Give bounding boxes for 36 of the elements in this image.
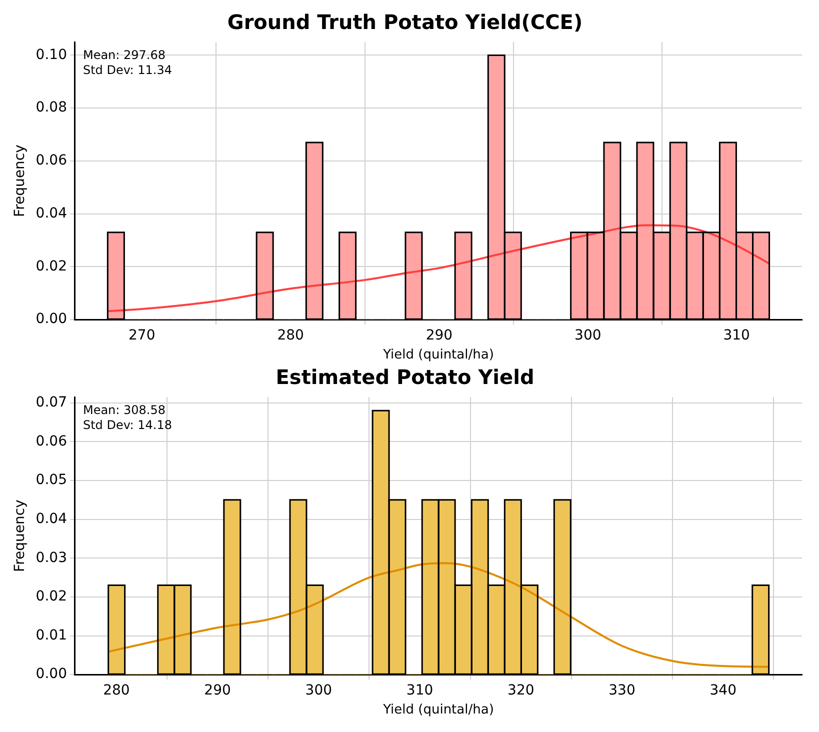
x-tick-label: 340 bbox=[710, 682, 736, 699]
y-axis-title: Frequency bbox=[12, 144, 28, 217]
y-tick-label: 0.01 bbox=[36, 627, 67, 644]
annotation: Mean: 308.58 bbox=[82, 403, 166, 418]
chart-title: Ground Truth Potato Yield(CCE) bbox=[227, 10, 583, 34]
x-tick-label: 290 bbox=[204, 682, 231, 699]
chart-title: Estimated Potato Yield bbox=[276, 365, 534, 390]
y-axis-title: Frequency bbox=[12, 500, 28, 572]
x-tick-label: 280 bbox=[277, 328, 304, 344]
x-axis-title: Yield (quintal/ha) bbox=[382, 348, 494, 363]
y-tick-label: 0.00 bbox=[36, 666, 67, 682]
annotation: Std Dev: 11.34 bbox=[82, 63, 172, 78]
y-tick-label: 0.03 bbox=[36, 550, 67, 566]
y-tick-label: 0.06 bbox=[36, 152, 68, 169]
y-tick-label: 0.04 bbox=[36, 510, 68, 527]
y-tick-label: 0.00 bbox=[36, 311, 67, 328]
x-tick-label: 300 bbox=[574, 328, 602, 344]
annotation: Mean: 297.68 bbox=[82, 48, 166, 62]
x-axis-title: Yield (quintal/ha) bbox=[382, 702, 494, 718]
annotation: Std Dev: 14.18 bbox=[82, 418, 172, 432]
y-tick-label: 0.04 bbox=[36, 205, 68, 222]
y-tick-label: 0.02 bbox=[36, 258, 67, 274]
x-tick-label: 310 bbox=[406, 682, 434, 699]
x-tick-label: 330 bbox=[608, 682, 636, 699]
x-tick-label: 320 bbox=[508, 682, 534, 699]
x-tick-label: 300 bbox=[305, 682, 332, 699]
y-tick-label: 0.08 bbox=[36, 100, 67, 116]
x-tick-label: 290 bbox=[426, 328, 453, 344]
y-tick-label: 0.05 bbox=[36, 472, 67, 488]
y-tick-label: 0.06 bbox=[36, 433, 68, 450]
x-tick-label: 310 bbox=[723, 328, 750, 344]
y-tick-label: 0.02 bbox=[36, 588, 67, 605]
x-tick-label: 280 bbox=[103, 682, 130, 699]
y-tick-label: 0.07 bbox=[36, 394, 67, 410]
y-tick-label: 0.10 bbox=[36, 46, 67, 63]
x-tick-label: 270 bbox=[128, 328, 156, 344]
